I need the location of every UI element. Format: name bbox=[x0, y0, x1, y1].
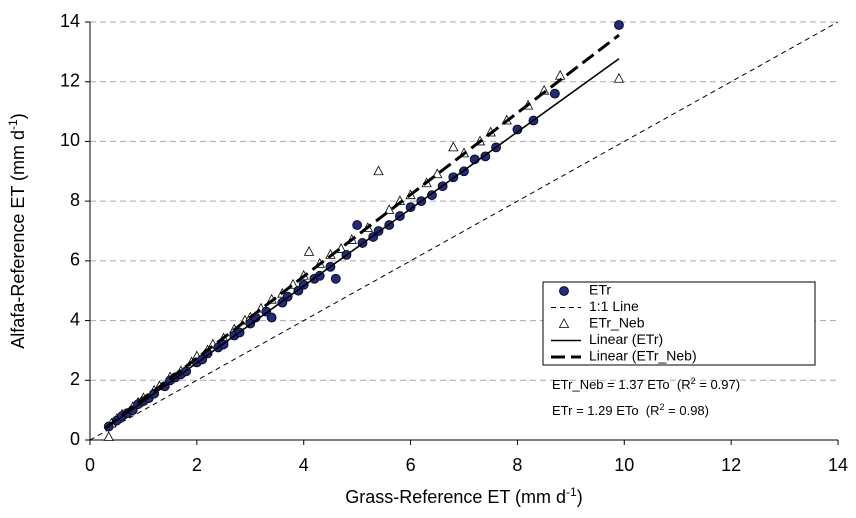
x-tick-label: 6 bbox=[406, 455, 416, 475]
annotation: ETr = 1.29 ETo (R2 = 0.98) bbox=[552, 402, 709, 418]
legend-label: Linear (ETr) bbox=[589, 331, 663, 347]
legend-marker bbox=[558, 318, 570, 328]
y-tick-label: 4 bbox=[70, 309, 80, 329]
y-label-end: ) bbox=[8, 113, 28, 119]
line bbox=[105, 58, 620, 430]
point bbox=[373, 165, 384, 176]
x-tick-label: 2 bbox=[192, 455, 202, 475]
y-tick-label: 8 bbox=[70, 190, 80, 210]
x-label-sup: -1 bbox=[566, 485, 577, 499]
annotation-part: ETr = 1.29 ETo (R bbox=[552, 403, 660, 418]
legend-marker bbox=[559, 286, 569, 296]
y-label-text: Alfafa-Reference ET (mm d bbox=[8, 130, 28, 349]
annotation-part: = 0.97) bbox=[696, 377, 740, 392]
x-label-text: Grass-Reference ET (mm d bbox=[345, 487, 566, 507]
legend-label: 1:1 Line bbox=[589, 298, 639, 314]
point bbox=[352, 220, 363, 230]
point bbox=[266, 312, 277, 323]
x-tick-label: 10 bbox=[614, 455, 634, 475]
x-tick-label: 12 bbox=[721, 455, 741, 475]
point bbox=[549, 88, 560, 99]
point bbox=[555, 69, 566, 80]
y-tick-label: 10 bbox=[60, 130, 80, 150]
annotation-part: ETr_Neb = 1.37 ETo (R bbox=[552, 377, 691, 392]
y-tick-label: 2 bbox=[70, 369, 80, 389]
y-tick-label: 12 bbox=[60, 70, 80, 90]
annotation-part: = 0.98) bbox=[665, 403, 709, 418]
x-tick-label: 14 bbox=[828, 455, 848, 475]
annotation-part: 2 bbox=[660, 402, 665, 412]
point bbox=[614, 20, 624, 30]
x-axis-label: Grass-Reference ET (mm d-1) bbox=[345, 485, 582, 507]
legend-label: Linear (ETr_Neb) bbox=[589, 348, 697, 364]
y-axis-label: Alfafa-Reference ET (mm d-1) bbox=[6, 113, 28, 348]
point bbox=[448, 141, 459, 152]
point bbox=[303, 246, 315, 256]
point bbox=[405, 202, 416, 213]
point bbox=[427, 190, 437, 201]
point bbox=[432, 168, 443, 179]
y-tick-label: 0 bbox=[70, 429, 80, 449]
y-tick-label: 14 bbox=[60, 11, 80, 31]
annotation: ETr_Neb = 1.37 ETo (R2 = 0.97) bbox=[552, 376, 740, 392]
point bbox=[613, 72, 625, 83]
x-label-end: ) bbox=[577, 487, 583, 507]
y-tick-label: 6 bbox=[70, 250, 80, 270]
line bbox=[89, 21, 839, 441]
x-tick-label: 8 bbox=[512, 455, 522, 475]
point bbox=[103, 431, 114, 441]
legend-label: ETr_Neb bbox=[589, 315, 645, 331]
x-tick-label: 4 bbox=[299, 455, 309, 475]
line bbox=[105, 33, 620, 429]
legend-box bbox=[542, 281, 816, 366]
y-label-sup: -1 bbox=[6, 119, 20, 130]
annotation-part: 2 bbox=[691, 376, 696, 386]
point bbox=[384, 204, 395, 214]
legend-label: ETr bbox=[589, 282, 611, 298]
point bbox=[330, 273, 341, 284]
x-tick-label: 0 bbox=[85, 455, 95, 475]
